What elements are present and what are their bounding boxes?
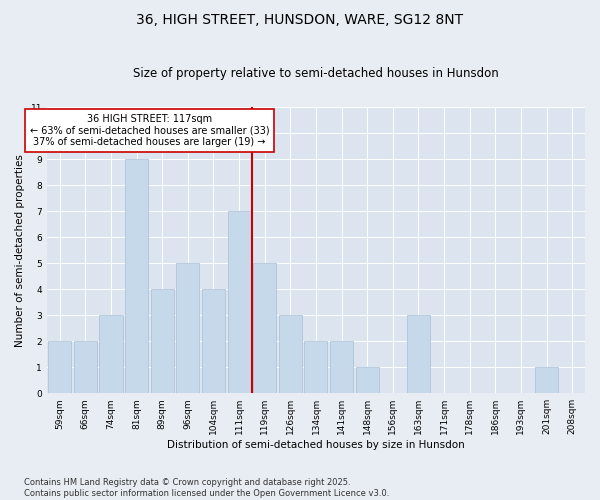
Text: 36 HIGH STREET: 117sqm
← 63% of semi-detached houses are smaller (33)
37% of sem: 36 HIGH STREET: 117sqm ← 63% of semi-det… bbox=[29, 114, 269, 147]
Bar bbox=[176, 263, 199, 393]
Text: Contains HM Land Registry data © Crown copyright and database right 2025.
Contai: Contains HM Land Registry data © Crown c… bbox=[24, 478, 389, 498]
Bar bbox=[227, 211, 251, 393]
Bar bbox=[202, 289, 225, 393]
Bar bbox=[253, 263, 276, 393]
Bar bbox=[304, 341, 328, 393]
Title: Size of property relative to semi-detached houses in Hunsdon: Size of property relative to semi-detach… bbox=[133, 66, 499, 80]
Bar bbox=[356, 367, 379, 393]
Text: 36, HIGH STREET, HUNSDON, WARE, SG12 8NT: 36, HIGH STREET, HUNSDON, WARE, SG12 8NT bbox=[136, 12, 464, 26]
Bar bbox=[74, 341, 97, 393]
Bar bbox=[48, 341, 71, 393]
Bar bbox=[100, 315, 122, 393]
Bar bbox=[151, 289, 174, 393]
Bar bbox=[125, 159, 148, 393]
Y-axis label: Number of semi-detached properties: Number of semi-detached properties bbox=[15, 154, 25, 346]
X-axis label: Distribution of semi-detached houses by size in Hunsdon: Distribution of semi-detached houses by … bbox=[167, 440, 465, 450]
Bar bbox=[330, 341, 353, 393]
Bar bbox=[279, 315, 302, 393]
Bar bbox=[535, 367, 558, 393]
Bar bbox=[407, 315, 430, 393]
